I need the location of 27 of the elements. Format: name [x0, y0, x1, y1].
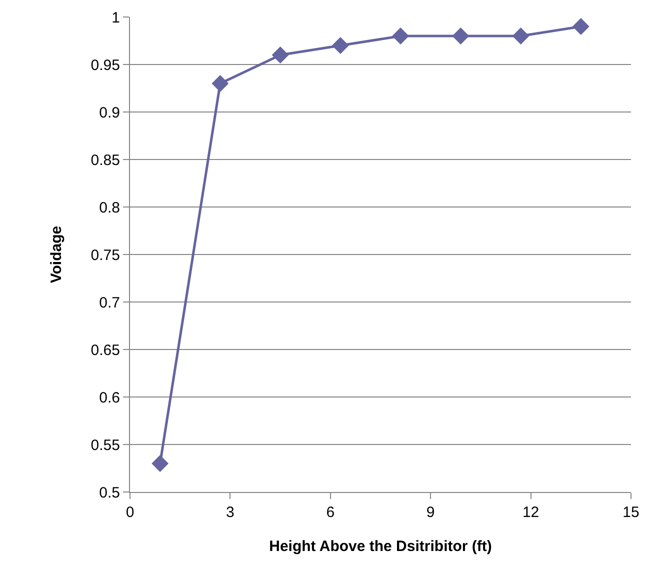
x-tick-label: 0: [126, 504, 134, 521]
x-tick-label: 6: [326, 504, 335, 521]
y-tick-label: 0.95: [90, 56, 120, 74]
point: [332, 37, 349, 54]
point: [452, 28, 470, 44]
y-tick-label: 0.7: [99, 294, 120, 312]
point: [392, 28, 409, 44]
x-tick-label: 3: [226, 504, 234, 521]
point: [212, 75, 229, 92]
point: [512, 28, 530, 44]
y-axis-title: Voidage: [48, 226, 66, 284]
point: [152, 455, 169, 472]
y-tick-label: 0.65: [90, 342, 120, 359]
x-tick-label: 9: [426, 504, 435, 521]
x-tick-label: 12: [522, 504, 540, 521]
y-tick-label: 0.75: [90, 246, 120, 264]
x-tick-label: 15: [622, 504, 640, 521]
y-tick-label: 0.8: [99, 199, 120, 216]
y-tick-label: 1: [112, 9, 120, 26]
y-tick-label: 0.85: [90, 152, 120, 169]
y-tick-label: 0.9: [99, 104, 120, 122]
point: [272, 46, 289, 64]
y-tick-label: 0.55: [90, 436, 120, 454]
point: [572, 18, 590, 35]
x-axis-title: Height Above the Dsitribitor (ft): [269, 538, 492, 555]
y-tick-label: 0.6: [99, 389, 120, 406]
y-tick-label: 0.5: [99, 484, 120, 502]
